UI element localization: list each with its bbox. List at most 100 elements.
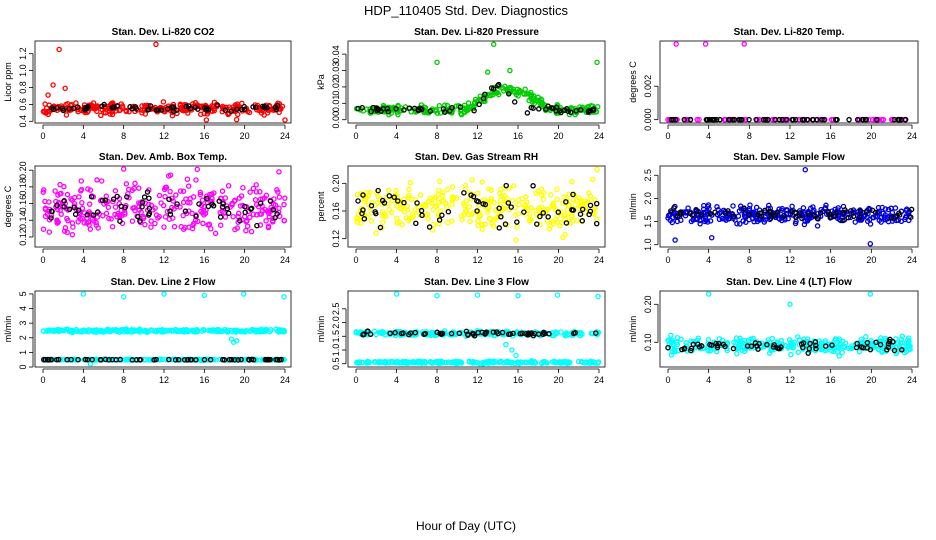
- panel-6: Stan. Dev. Sample Flow ml/min 0 4 8 12 16 20 24 1…: [628, 152, 919, 265]
- data-point: [572, 202, 578, 208]
- data-point: [65, 217, 71, 224]
- data-point: [162, 214, 169, 220]
- x-tick-label: 4: [706, 255, 711, 265]
- data-point: [72, 211, 79, 218]
- data-point: [475, 218, 481, 224]
- data-point: [116, 329, 123, 335]
- data-point: [565, 359, 571, 366]
- data-point: [203, 117, 210, 123]
- data-point: [122, 326, 128, 333]
- data-point: [557, 222, 563, 229]
- data-point: [228, 336, 235, 342]
- data-point: [668, 208, 674, 214]
- data-point: [193, 357, 199, 363]
- data-point: [380, 219, 386, 226]
- x-tick-label: 12: [472, 255, 482, 265]
- data-point: [672, 116, 679, 123]
- data-point: [395, 111, 401, 118]
- data-point: [799, 215, 805, 222]
- data-point: [281, 217, 288, 224]
- data-point: [93, 327, 100, 334]
- data-point: [521, 209, 527, 215]
- data-point: [869, 207, 876, 213]
- y-tick-label: 0.20: [643, 296, 653, 314]
- data-point: [461, 190, 467, 196]
- data-point: [584, 199, 591, 205]
- data-point: [161, 291, 167, 297]
- data-point: [253, 104, 259, 111]
- x-tick-label: 16: [826, 255, 836, 265]
- data-point: [265, 356, 271, 363]
- data-point: [102, 356, 109, 363]
- data-point: [433, 195, 439, 201]
- data-point: [42, 198, 48, 205]
- data-point: [263, 192, 270, 199]
- data-point: [875, 210, 882, 216]
- data-point: [454, 360, 461, 366]
- data-point: [414, 200, 420, 206]
- data-point: [87, 187, 94, 193]
- data-point: [493, 329, 500, 335]
- data-point: [474, 292, 481, 298]
- data-point: [811, 207, 817, 214]
- data-point: [470, 193, 477, 200]
- data-point: [71, 204, 77, 211]
- data-point: [449, 197, 456, 204]
- data-point: [146, 195, 152, 202]
- data-point: [893, 336, 899, 342]
- data-point: [54, 105, 60, 111]
- x-tick-label: 8: [747, 375, 752, 385]
- data-point: [862, 212, 869, 218]
- data-point: [225, 110, 231, 117]
- x-tick-label: 12: [159, 375, 169, 385]
- data-point: [250, 185, 257, 192]
- data-point: [505, 91, 512, 97]
- data-point: [120, 166, 127, 172]
- x-tick-label: 8: [434, 255, 439, 265]
- data-point: [675, 213, 681, 220]
- data-point: [746, 205, 753, 212]
- data-point: [103, 210, 110, 217]
- x-tick-label: 24: [907, 255, 917, 265]
- panel-title: Stan. Dev. Li-820 Pressure: [414, 27, 539, 38]
- data-point: [475, 190, 481, 197]
- data-point: [796, 337, 803, 343]
- data-point: [248, 228, 255, 235]
- data-point: [454, 195, 460, 201]
- data-point: [208, 225, 214, 232]
- data-point: [530, 183, 536, 189]
- x-tick-label: 0: [353, 375, 358, 385]
- data-point: [716, 336, 723, 342]
- data-point: [787, 301, 793, 308]
- data-point: [511, 99, 518, 105]
- data-point: [736, 116, 743, 123]
- data-point: [493, 89, 499, 96]
- x-tick-label: 16: [513, 375, 523, 385]
- data-point: [162, 193, 168, 200]
- data-point: [167, 208, 173, 214]
- data-point: [105, 204, 112, 211]
- data-point: [379, 197, 386, 204]
- data-point: [59, 327, 65, 334]
- x-tick-label: 8: [121, 375, 126, 385]
- data-point: [177, 188, 184, 194]
- x-tick-label: 8: [121, 131, 126, 141]
- data-point: [805, 213, 811, 219]
- data-point: [152, 220, 158, 227]
- data-point: [156, 192, 163, 199]
- data-point: [722, 343, 728, 350]
- data-point: [570, 330, 577, 337]
- data-point: [725, 208, 731, 214]
- data-point: [159, 328, 165, 335]
- data-point: [172, 357, 179, 363]
- data-point: [193, 177, 199, 183]
- y-axis-label: ml/min: [316, 316, 326, 343]
- data-point: [587, 208, 594, 215]
- data-point: [738, 116, 745, 123]
- data-point: [40, 226, 47, 232]
- data-point: [523, 330, 529, 337]
- y-tick-label: 0.02: [331, 78, 341, 96]
- data-point: [593, 330, 599, 336]
- data-point: [148, 224, 154, 230]
- data-point: [538, 186, 545, 193]
